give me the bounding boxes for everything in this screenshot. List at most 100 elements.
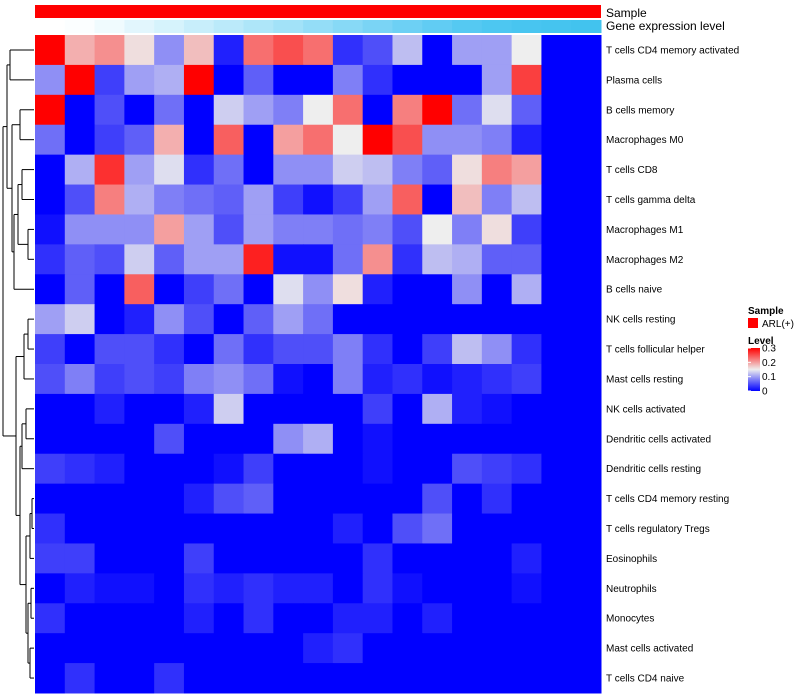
heatmap-cell [392,274,423,305]
heatmap-cell [571,274,602,305]
heatmap-cell [392,64,423,96]
heatmap-cell [273,513,304,544]
heatmap-cell [392,304,423,335]
heatmap-cell [64,633,96,664]
heatmap-cell [303,393,334,425]
row-label: T cells CD4 memory resting [606,494,729,505]
heatmap-cell [303,274,334,305]
heatmap-cell [64,364,96,395]
heatmap-cell [213,184,245,215]
heatmap-cell [154,154,185,186]
heatmap-cell [35,35,66,66]
heatmap-cell [213,633,245,664]
heatmap-cell [213,244,245,275]
heatmap-cell [362,543,393,574]
annotation-label-sample: Sample [606,6,647,20]
heatmap-cell [481,94,513,126]
heatmap-cell [35,573,66,604]
heatmap-cell [35,633,66,664]
heatmap-cell [273,633,304,664]
heatmap-cell [571,633,602,664]
heatmap-cell [273,64,304,96]
heatmap-cell [392,453,423,485]
heatmap-cell [183,35,215,66]
heatmap-cell [273,244,304,275]
heatmap-cell [511,154,542,186]
heatmap-cell [124,244,155,275]
heatmap-cell [154,483,185,515]
heatmap-cell [213,393,245,425]
heatmap-cell [452,184,483,215]
heatmap-cell [273,603,304,634]
heatmap-cell [362,633,393,664]
heatmap-cell [511,304,542,335]
heatmap-cell [213,274,245,305]
heatmap-cell [303,543,334,574]
heatmap-cell [154,573,185,604]
heatmap-cell [362,244,393,275]
heatmap-cell [422,334,453,365]
heatmap-cell [124,453,155,485]
heatmap-cell [481,513,513,544]
row-label: T cells CD4 naive [606,674,685,685]
heatmap-cell [183,334,215,365]
heatmap-cell [452,573,483,604]
row-label: NK cells activated [606,404,685,415]
heatmap-cell [541,483,572,515]
annotation-cell-expression [541,20,572,33]
heatmap-cell [124,483,155,515]
heatmap-cell [422,633,453,664]
heatmap-cell [124,35,155,66]
legend-tick-label: 0.2 [762,358,776,369]
heatmap-cell [511,35,542,66]
heatmap-cell [124,603,155,634]
heatmap-cell [452,663,483,694]
row-label: Mast cells activated [606,644,693,655]
legend-sample-entry: ARL(+) [762,319,794,330]
heatmap-cell [154,633,185,664]
heatmap-cell [64,244,96,275]
heatmap-cell [303,513,334,544]
heatmap-cell [303,603,334,634]
heatmap-cell [64,513,96,544]
heatmap-cell [124,633,155,664]
row-label: Macrophages M0 [606,135,684,146]
annotation-cell-expression [481,20,513,33]
heatmap-cell [243,94,274,126]
heatmap-cell [511,94,542,126]
heatmap-cell [273,214,304,245]
heatmap-cell [541,94,572,126]
heatmap-cell [332,124,364,156]
heatmap-cell [481,483,513,515]
heatmap-cell [571,304,602,335]
heatmap-cell [213,423,245,455]
heatmap-cell [571,94,602,126]
heatmap-cell [35,483,66,515]
annotation-bar-sample [35,5,601,18]
row-label: T cells regulatory Tregs [606,524,710,535]
heatmap-cell [392,423,423,455]
heatmap-cell [154,543,185,574]
heatmap-cell [571,244,602,275]
heatmap-cell [124,663,155,694]
heatmap-cell [511,453,542,485]
heatmap-cell [124,124,155,156]
heatmap-cell [94,154,125,186]
heatmap-cell [64,184,96,215]
heatmap-cell [94,483,125,515]
heatmap-cell [332,423,364,455]
heatmap-cell [332,334,364,365]
legend-level-title: Level [748,336,774,347]
heatmap-cell [511,64,542,96]
annotation-cell-expression [64,20,96,33]
row-label: Mast cells resting [606,374,683,385]
heatmap-cell [213,64,245,96]
heatmap-cell [541,35,572,66]
heatmap-cell [213,214,245,245]
heatmap-cell [571,573,602,604]
heatmap-cell [273,154,304,186]
heatmap-cell [64,603,96,634]
heatmap-cell [64,35,96,66]
heatmap-cell [332,304,364,335]
legend-sample-swatch [748,318,758,328]
